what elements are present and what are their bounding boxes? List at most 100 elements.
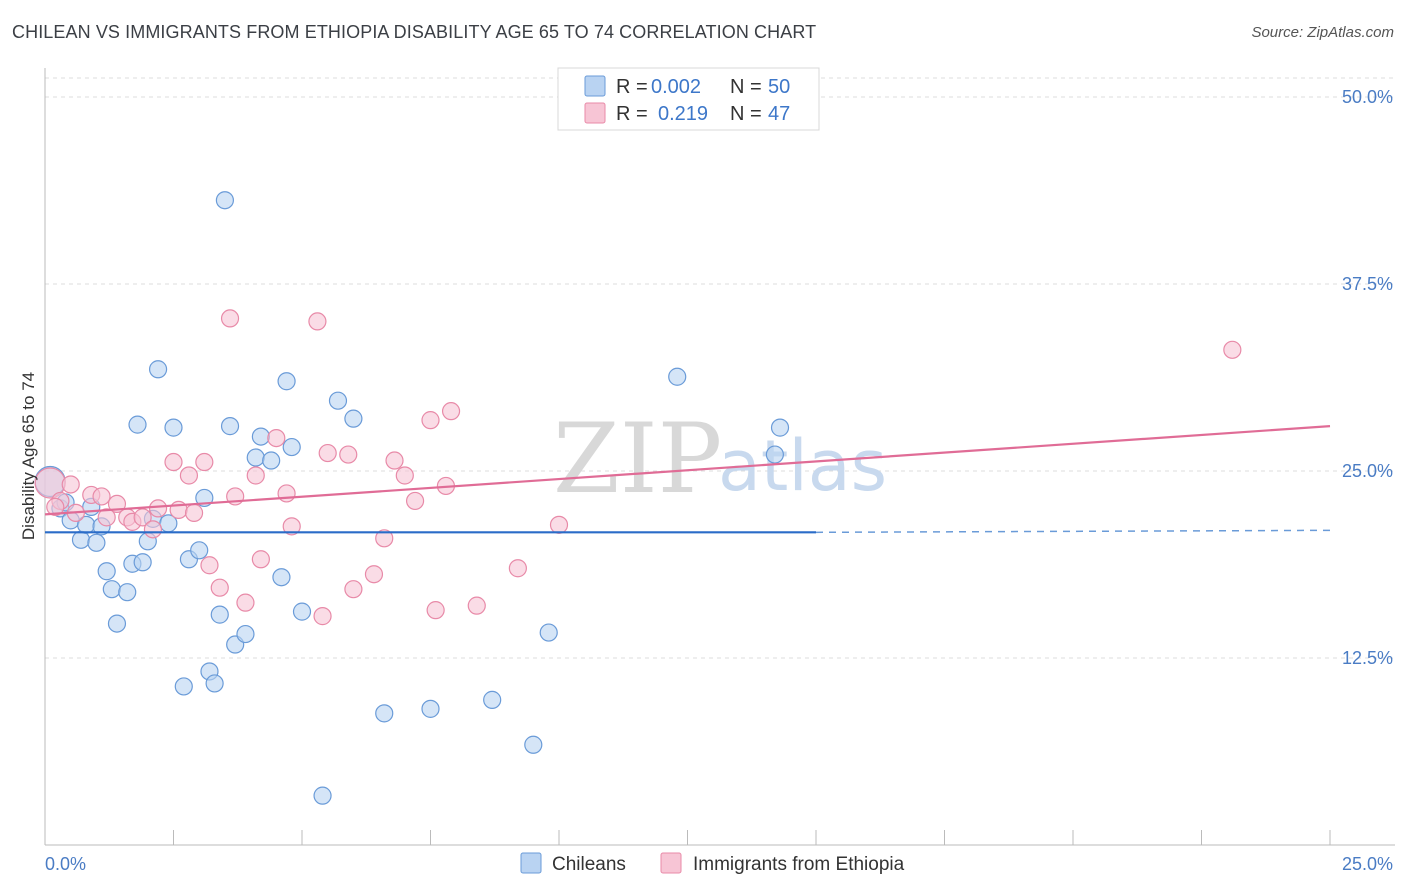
y-tick-labels: 12.5% 25.0% 37.5% 50.0% xyxy=(1342,87,1393,668)
chileans-point-9 xyxy=(102,580,121,599)
ethiopia-point-31 xyxy=(339,445,358,464)
chart-title: CHILEAN VS IMMIGRANTS FROM ETHIOPIA DISA… xyxy=(12,22,817,42)
chileans-point-22 xyxy=(190,541,209,560)
ethiopia-point-12 xyxy=(148,499,168,518)
chileans-point-10 xyxy=(107,614,127,633)
y-axis-title: Disability Age 65 to 74 xyxy=(19,372,38,540)
x-tick-label-0: 0.0% xyxy=(45,854,86,874)
series-legend-swatch-chileans xyxy=(520,852,542,874)
ethiopia-point-37 xyxy=(405,491,425,511)
chileans-point-37 xyxy=(292,602,312,621)
ethiopia-point-35 xyxy=(385,451,404,470)
ethiopia-point-42 xyxy=(467,596,486,615)
ethiopia-point-18 xyxy=(200,556,219,575)
ethiopia-point-45 xyxy=(1223,340,1242,359)
chileans-point-47 xyxy=(765,445,784,464)
ethiopia-point-6 xyxy=(97,508,116,527)
ethiopia-points xyxy=(34,309,1242,626)
legend-n-label-2: N = xyxy=(730,103,762,125)
chileans-point-46 xyxy=(668,367,687,386)
chileans-trend-extension xyxy=(815,529,1331,534)
ethiopia-point-44 xyxy=(549,515,569,534)
chileans-point-40 xyxy=(344,409,363,428)
ethiopia-point-26 xyxy=(277,484,296,503)
y-tick-label-0: 12.5% xyxy=(1342,648,1393,668)
ethiopia-point-30 xyxy=(318,443,337,463)
chileans-point-11 xyxy=(118,583,137,602)
ethiopia-point-25 xyxy=(267,428,286,448)
ethiopia-point-13 xyxy=(164,452,183,472)
gridlines xyxy=(45,77,1395,659)
ethiopia-point-38 xyxy=(421,411,440,430)
chileans-point-31 xyxy=(246,448,265,467)
chileans-point-36 xyxy=(282,437,301,457)
ethiopia-point-15 xyxy=(179,466,199,485)
legend-n-label-1: N = xyxy=(730,76,762,98)
chileans-point-42 xyxy=(421,699,440,718)
y-tick-label-2: 37.5% xyxy=(1342,274,1393,294)
chileans-point-7 xyxy=(87,533,106,552)
chileans-point-48 xyxy=(770,418,790,437)
ethiopia-point-43 xyxy=(508,559,527,578)
chileans-point-32 xyxy=(251,427,270,446)
ethiopia-point-16 xyxy=(184,503,204,522)
source-credit: Source: ZipAtlas.com xyxy=(1251,24,1394,41)
y-tick-label-3: 50.0% xyxy=(1342,87,1393,107)
ethiopia-point-24 xyxy=(251,550,270,569)
ethiopia-point-41 xyxy=(441,402,461,421)
ethiopia-point-23 xyxy=(246,466,265,485)
chileans-point-13 xyxy=(128,415,147,434)
chileans-point-30 xyxy=(236,624,255,644)
ethiopia-point-10 xyxy=(133,508,152,527)
ethiopia-point-46 xyxy=(46,497,65,517)
trend-lines xyxy=(44,425,1331,534)
chileans-point-44 xyxy=(524,735,543,754)
ethiopia-point-39 xyxy=(426,601,445,620)
chileans-point-41 xyxy=(375,704,394,723)
chileans-point-35 xyxy=(277,372,296,391)
ethiopia-point-36 xyxy=(395,466,414,485)
y-tick-label-1: 25.0% xyxy=(1342,461,1393,481)
x-tick-labels: 0.0% 25.0% xyxy=(45,854,1393,874)
legend-n-value-1: 50 xyxy=(768,76,790,98)
ethiopia-point-28 xyxy=(308,312,327,331)
chileans-point-14 xyxy=(133,553,152,572)
ethiopia-point-5 xyxy=(92,487,111,506)
chileans-point-20 xyxy=(174,677,193,696)
ethiopia-point-11 xyxy=(143,520,163,539)
ethiopia-point-20 xyxy=(220,309,240,328)
axes xyxy=(44,68,1395,846)
series-legend-chileans: Chileans xyxy=(552,854,626,875)
chileans-point-28 xyxy=(220,417,240,436)
chileans-point-45 xyxy=(539,623,558,642)
ethiopia-point-19 xyxy=(210,578,229,597)
ethiopia-point-22 xyxy=(236,593,255,612)
ethiopia-point-27 xyxy=(282,517,301,536)
legend-r-value-1: 0.002 xyxy=(651,76,701,98)
ethiopia-point-33 xyxy=(364,565,384,584)
watermark-zip: ZIP xyxy=(553,403,722,515)
ethiopia-point-34 xyxy=(375,529,394,548)
legend-swatch-ethiopia xyxy=(584,102,606,124)
ethiopia-trend-line xyxy=(44,425,1331,516)
chileans-point-39 xyxy=(328,391,348,410)
chileans-point-25 xyxy=(205,674,224,693)
chileans-point-43 xyxy=(483,690,502,709)
legend-swatch-chileans xyxy=(584,75,606,97)
series-legend-swatch-ethiopia xyxy=(660,852,682,874)
legend-r-label-2: R = xyxy=(616,103,648,125)
chileans-point-33 xyxy=(262,451,281,470)
chileans-point-26 xyxy=(210,605,229,624)
ethiopia-point-2 xyxy=(61,475,80,494)
ethiopia-point-32 xyxy=(344,580,363,599)
chileans-point-8 xyxy=(97,562,116,581)
x-tick-label-1: 25.0% xyxy=(1342,854,1393,874)
chileans-point-38 xyxy=(313,786,332,805)
legend-r-value-2: 0.219 xyxy=(658,103,708,125)
correlation-legend: R = 0.002 N = 50 R = 0.219 N = 47 xyxy=(557,67,820,131)
series-legend: Chileans Immigrants from Ethiopia xyxy=(520,852,905,875)
chileans-point-19 xyxy=(164,418,183,437)
chileans-point-34 xyxy=(272,568,291,587)
ethiopia-point-29 xyxy=(313,607,332,626)
